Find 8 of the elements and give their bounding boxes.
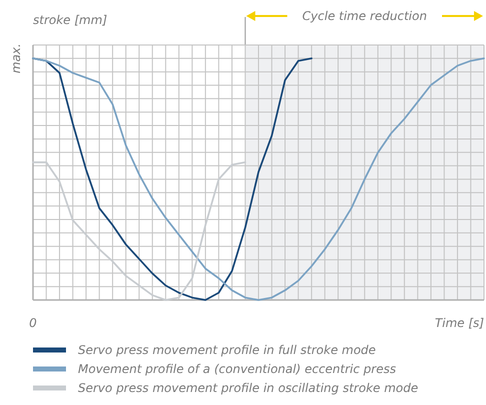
x-axis-title: Time [s] (434, 316, 484, 330)
legend-label: Servo press movement profile in oscillating stroke mode (78, 381, 418, 395)
text: 0 (29, 316, 38, 330)
legend-label: Servo press movement profile in full stroke mode (78, 343, 376, 357)
y-axis-title: stroke [mm] (33, 13, 108, 27)
text: max. (9, 43, 23, 74)
legend-label: Movement profile of a (conventional) eccentric press (78, 362, 396, 376)
text: Cycle time reduction (302, 9, 427, 23)
